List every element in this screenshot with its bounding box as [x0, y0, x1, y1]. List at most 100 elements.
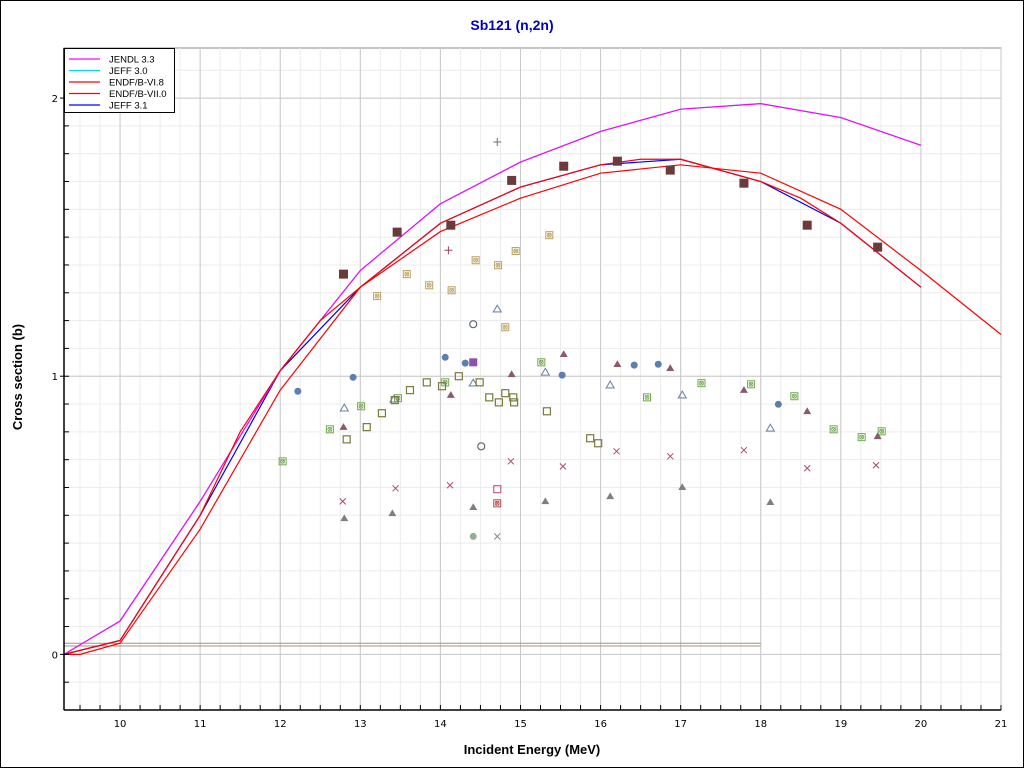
legend-label: JEFF 3.1 [109, 101, 148, 112]
data-point-open-triangle [605, 380, 616, 389]
marker-box [501, 323, 510, 332]
marker-box [747, 380, 756, 389]
data-point-triangle [388, 509, 397, 517]
data-point-crossed-square [325, 425, 334, 434]
y-tick-label: 0 [52, 650, 58, 661]
data-point-crossed-square [373, 292, 382, 301]
data-point-circle [630, 361, 638, 369]
data-point-open-triangle [388, 394, 399, 403]
data-point-square [469, 358, 478, 367]
data-point-cross [493, 533, 501, 540]
data-point-square [559, 161, 569, 171]
marker-ring [426, 282, 432, 288]
marker-box [494, 261, 503, 270]
legend-label: ENDF/B-VII.0 [109, 89, 167, 100]
data-point-crossed-square [501, 323, 510, 332]
y-tick-label: 2 [52, 94, 58, 105]
marker-ring [374, 293, 380, 299]
x-tick-label: 20 [915, 719, 928, 730]
marker-x [327, 427, 333, 432]
data-point-cross [507, 457, 515, 465]
marker-x [879, 429, 884, 434]
data-point-crossed-square [447, 286, 456, 295]
data-point-circle [654, 360, 662, 368]
marker-ring [358, 403, 364, 409]
data-point-triangle [469, 503, 478, 511]
data-point-open-square [422, 378, 431, 387]
data-point-circle [294, 387, 302, 395]
marker-box [425, 281, 434, 290]
x-tick-label: 21 [995, 719, 1008, 730]
data-point-square [446, 220, 456, 230]
marker-x [792, 393, 797, 399]
data-point-open-square [494, 398, 503, 407]
data-point-open-square [493, 485, 502, 494]
marker-x [502, 324, 508, 330]
marker-box [373, 292, 382, 301]
data-point-open-square [586, 434, 595, 443]
x-tick-label: 13 [354, 719, 367, 730]
data-point-crossed-square [857, 433, 866, 442]
data-point-triangle [803, 407, 812, 415]
marker-x [495, 262, 501, 268]
data-point-triangle [507, 370, 516, 378]
data-point-open-square [377, 409, 387, 418]
marker-ring [791, 393, 797, 399]
data-point-open-triangle [468, 378, 479, 387]
data-point-square [392, 227, 402, 237]
data-point-open-square [475, 378, 484, 387]
x-tick-label: 12 [274, 719, 287, 730]
data-point-cross [559, 462, 567, 470]
data-point-crossed-square [278, 457, 287, 466]
marker-x [539, 360, 544, 365]
data-point-open-square [501, 389, 510, 398]
data-point-square [873, 242, 883, 252]
x-tick-label: 14 [434, 719, 447, 730]
data-point-triangle [613, 360, 622, 368]
marker-ring [538, 359, 544, 365]
data-point-square [739, 178, 749, 188]
data-point-crossed-square [511, 247, 520, 256]
data-point-open-square [594, 439, 603, 448]
data-point-triangle [340, 514, 349, 522]
marker-box [790, 392, 799, 401]
marker-x [404, 271, 410, 277]
data-point-open-triangle [492, 304, 503, 313]
marker-x [748, 382, 754, 387]
data-point-square [612, 156, 622, 166]
marker-ring [327, 426, 333, 432]
data-point-triangle [678, 483, 687, 491]
data-point-square [338, 269, 348, 279]
data-point-crossed-square [829, 425, 838, 434]
data-point-open-square [509, 393, 518, 402]
data-point-crossed-square [537, 358, 546, 367]
experimental-points [278, 138, 886, 540]
marker-ring [748, 381, 754, 387]
data-point-triangle [766, 498, 775, 506]
data-point-crossed-square [790, 392, 799, 401]
marker-box [643, 393, 652, 402]
baselines [64, 642, 761, 647]
data-point-crossed-square [425, 281, 434, 290]
marker-box [545, 231, 554, 240]
marker-box [877, 427, 886, 436]
marker-box [493, 499, 502, 508]
data-point-cross [339, 498, 347, 505]
data-point-crossed-square [545, 231, 554, 240]
marker-box [278, 457, 287, 466]
data-point-triangle [446, 391, 455, 398]
marker-x [473, 257, 478, 263]
marker-ring [513, 248, 519, 254]
data-point-circle [461, 359, 469, 367]
marker-ring [879, 428, 885, 434]
marker-box [402, 270, 411, 279]
legend-label: JENDL 3.3 [109, 55, 155, 66]
x-tick-label: 18 [754, 719, 767, 730]
x-tick-label: 17 [674, 719, 687, 730]
data-point-plus [444, 246, 453, 255]
marker-x [280, 459, 285, 464]
data-point-open-triangle [540, 367, 551, 376]
y-tick-label: 1 [52, 372, 58, 383]
data-point-open-triangle [765, 423, 776, 432]
